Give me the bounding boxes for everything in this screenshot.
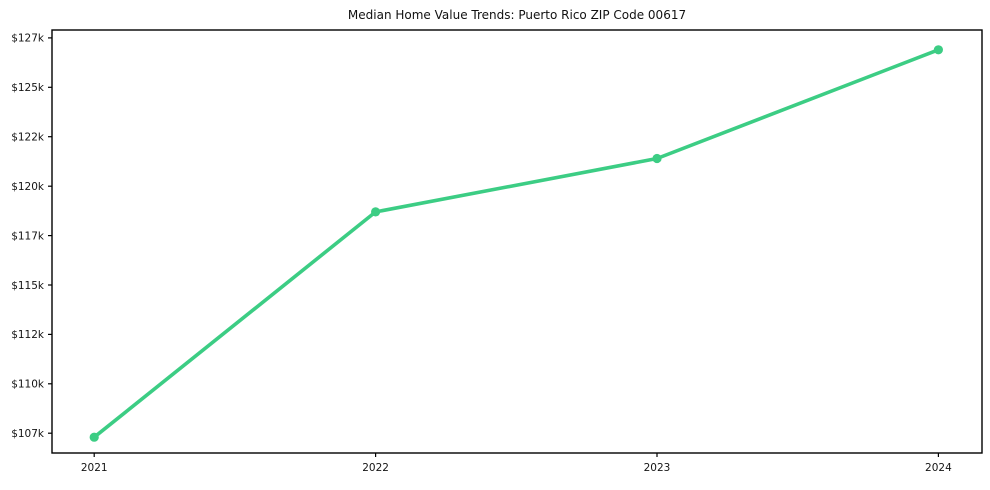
x-tick-label: 2021 [81,462,108,474]
y-tick-label: $127k [11,33,45,45]
x-tick-label: 2022 [362,462,389,474]
y-tick-label: $125k [11,82,45,94]
y-tick-label: $115k [11,280,45,292]
y-tick-label: $110k [11,379,45,391]
x-tick-label: 2024 [925,462,952,474]
data-point-marker [933,45,944,55]
chart-title: Median Home Value Trends: Puerto Rico ZI… [347,8,687,22]
data-point-marker [652,153,662,164]
y-tick-label: $107k [11,428,45,440]
plot-border [51,29,983,454]
data-point-marker [89,432,99,442]
x-tick-label: 2023 [644,462,671,474]
data-point-marker [371,207,381,217]
trend-line [92,47,941,440]
y-tick-label: $120k [11,181,45,193]
y-tick-label: $122k [11,132,45,144]
y-tick-label: $112k [11,329,45,341]
y-tick-label: $117k [11,230,45,242]
